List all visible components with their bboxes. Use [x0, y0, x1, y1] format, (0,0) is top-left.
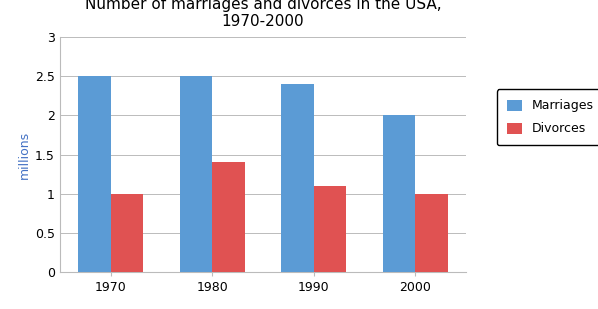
Y-axis label: millions: millions — [18, 130, 30, 179]
Title: Number of marriages and divorces in the USA,
1970-2000: Number of marriages and divorces in the … — [85, 0, 441, 29]
Bar — [111, 194, 144, 272]
Bar — [416, 194, 448, 272]
Legend: Marriages, Divorces: Marriages, Divorces — [496, 89, 598, 146]
Bar — [78, 76, 111, 272]
Bar — [282, 84, 314, 272]
Bar — [383, 115, 416, 272]
Bar — [314, 186, 346, 272]
Bar — [212, 162, 245, 272]
Bar — [180, 76, 212, 272]
